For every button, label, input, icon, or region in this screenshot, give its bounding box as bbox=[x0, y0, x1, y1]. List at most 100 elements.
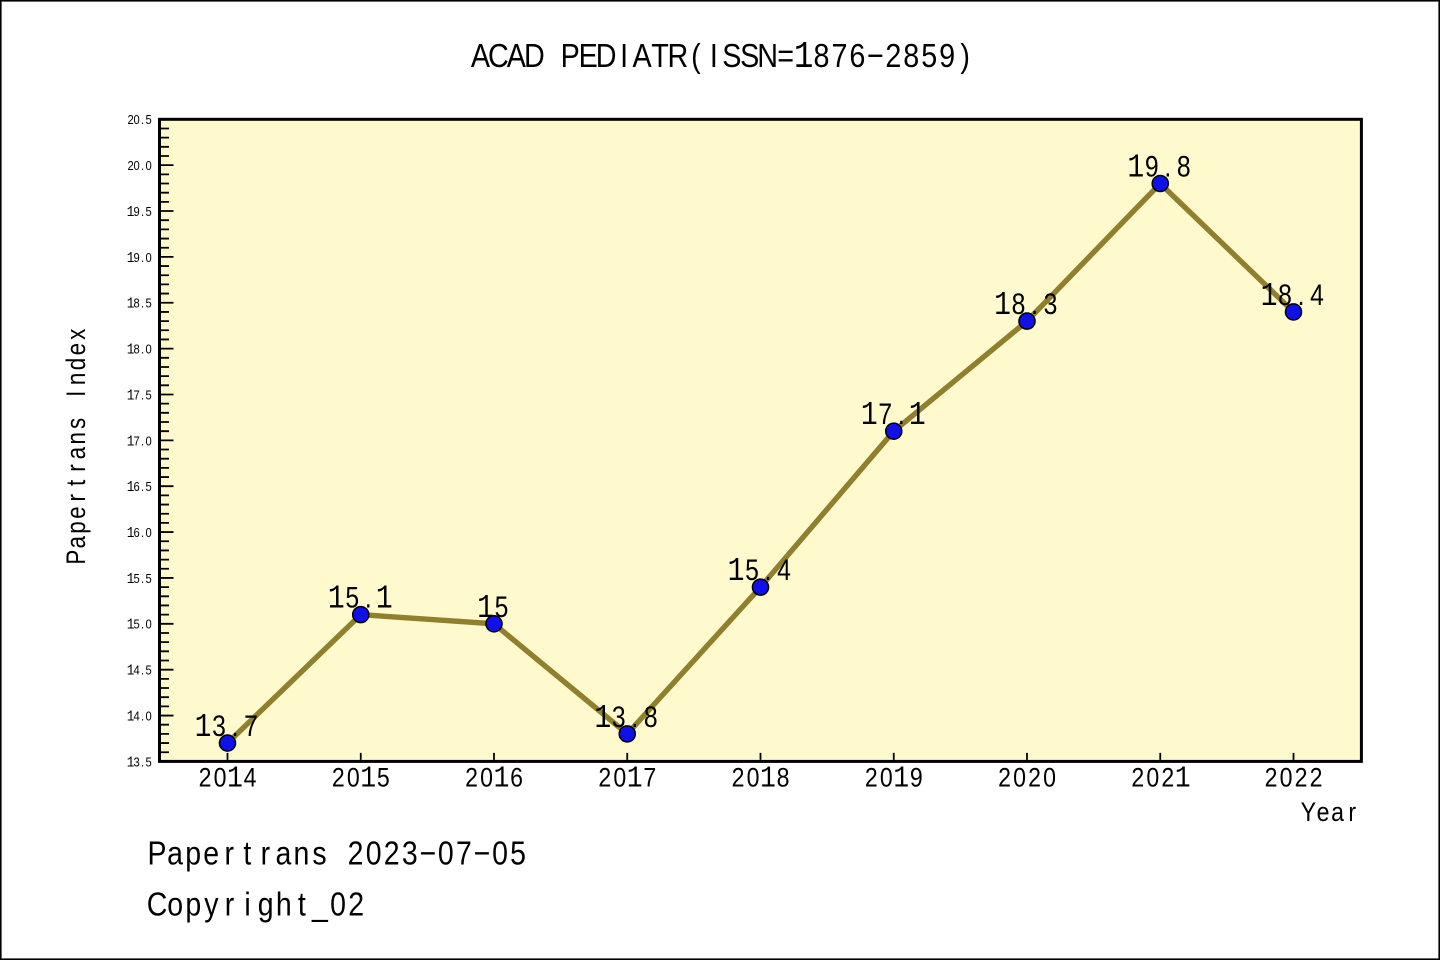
svg-text:2: 2 bbox=[998, 763, 1011, 793]
svg-text:8: 8 bbox=[1177, 149, 1191, 183]
svg-text:A: A bbox=[507, 37, 526, 75]
svg-text:7: 7 bbox=[133, 388, 139, 403]
svg-text:0: 0 bbox=[613, 763, 626, 793]
svg-text:r: r bbox=[63, 464, 92, 471]
svg-text:1: 1 bbox=[127, 663, 135, 680]
svg-text:6: 6 bbox=[133, 525, 139, 540]
svg-text:D: D bbox=[596, 37, 617, 75]
svg-text:0: 0 bbox=[747, 763, 760, 793]
svg-text:8: 8 bbox=[777, 763, 790, 793]
svg-text:t: t bbox=[63, 480, 92, 486]
svg-text:5: 5 bbox=[145, 663, 151, 678]
svg-text:1: 1 bbox=[127, 617, 135, 634]
svg-text:C: C bbox=[488, 37, 509, 75]
svg-text:1: 1 bbox=[227, 760, 243, 796]
svg-text:6: 6 bbox=[849, 37, 865, 75]
svg-text:.: . bbox=[232, 709, 239, 743]
svg-text:N: N bbox=[757, 37, 778, 75]
svg-text:1: 1 bbox=[127, 709, 135, 726]
svg-text:p: p bbox=[185, 885, 201, 923]
svg-text:1: 1 bbox=[127, 433, 135, 450]
svg-text:1: 1 bbox=[909, 397, 926, 435]
svg-text:1: 1 bbox=[794, 35, 814, 79]
svg-text:.: . bbox=[141, 525, 144, 540]
svg-text:3: 3 bbox=[133, 754, 139, 769]
svg-text:0: 0 bbox=[1146, 763, 1159, 793]
svg-text:.: . bbox=[141, 617, 144, 632]
svg-text:1: 1 bbox=[1175, 760, 1191, 796]
svg-text:.: . bbox=[898, 397, 905, 431]
svg-text:5: 5 bbox=[145, 112, 151, 127]
svg-text:8: 8 bbox=[903, 37, 919, 75]
svg-text:1: 1 bbox=[127, 296, 135, 313]
svg-text:8: 8 bbox=[133, 342, 139, 357]
svg-text:P: P bbox=[561, 37, 580, 75]
svg-text:0: 0 bbox=[492, 834, 508, 872]
svg-text:2: 2 bbox=[598, 763, 611, 793]
svg-text:r: r bbox=[1348, 797, 1356, 827]
svg-text:.: . bbox=[141, 571, 144, 586]
svg-text:0: 0 bbox=[366, 834, 382, 872]
svg-text:0: 0 bbox=[145, 433, 151, 448]
svg-text:4: 4 bbox=[777, 553, 791, 587]
svg-text:1: 1 bbox=[127, 571, 135, 588]
svg-text:9: 9 bbox=[939, 37, 955, 75]
svg-text:.: . bbox=[141, 709, 144, 724]
svg-text:_: _ bbox=[311, 885, 328, 923]
svg-text:2: 2 bbox=[127, 158, 133, 173]
svg-text:5: 5 bbox=[145, 296, 151, 311]
svg-text:a: a bbox=[275, 834, 291, 872]
svg-text:.: . bbox=[141, 663, 144, 678]
svg-text:0: 0 bbox=[145, 250, 151, 265]
svg-text:0: 0 bbox=[480, 763, 493, 793]
svg-text:I: I bbox=[710, 37, 718, 75]
svg-text:r: r bbox=[225, 885, 234, 923]
svg-text:n: n bbox=[63, 432, 92, 444]
svg-text:5: 5 bbox=[145, 571, 151, 586]
svg-text:1: 1 bbox=[494, 760, 510, 796]
svg-text:h: h bbox=[276, 885, 292, 923]
svg-text:0: 0 bbox=[145, 158, 151, 173]
svg-text:2: 2 bbox=[384, 834, 400, 872]
svg-text:.: . bbox=[141, 433, 144, 448]
svg-text:E: E bbox=[579, 37, 598, 75]
svg-text:n: n bbox=[63, 373, 92, 385]
svg-text:8: 8 bbox=[644, 700, 658, 734]
svg-text:8: 8 bbox=[1012, 287, 1026, 321]
svg-text:3: 3 bbox=[402, 834, 418, 872]
svg-text:1: 1 bbox=[994, 287, 1011, 325]
svg-text:S: S bbox=[740, 37, 759, 75]
svg-text:a: a bbox=[63, 536, 92, 549]
svg-text:1: 1 bbox=[376, 580, 393, 618]
svg-text:3: 3 bbox=[212, 709, 226, 743]
svg-text:t: t bbox=[298, 885, 306, 923]
svg-text:2: 2 bbox=[1310, 763, 1323, 793]
svg-text:2: 2 bbox=[1028, 763, 1041, 793]
svg-text:1: 1 bbox=[328, 580, 345, 618]
svg-text:): ) bbox=[960, 37, 970, 75]
svg-text:e: e bbox=[203, 834, 219, 872]
svg-text:a: a bbox=[167, 834, 183, 872]
svg-text:0: 0 bbox=[145, 617, 151, 632]
svg-text:4: 4 bbox=[133, 709, 139, 724]
svg-text:2: 2 bbox=[348, 834, 364, 872]
svg-text:5: 5 bbox=[495, 590, 509, 624]
svg-text:i: i bbox=[244, 885, 250, 923]
svg-text:2: 2 bbox=[332, 763, 345, 793]
svg-text:.: . bbox=[141, 342, 144, 357]
svg-text:2: 2 bbox=[127, 112, 133, 127]
svg-text:2: 2 bbox=[348, 885, 364, 923]
svg-text:5: 5 bbox=[745, 553, 759, 587]
svg-text:4: 4 bbox=[133, 663, 139, 678]
svg-text:9: 9 bbox=[1145, 149, 1159, 183]
svg-text:.: . bbox=[1031, 287, 1038, 321]
svg-text:9: 9 bbox=[910, 763, 923, 793]
svg-text:8: 8 bbox=[814, 37, 830, 75]
svg-text:A: A bbox=[471, 37, 490, 75]
svg-text:e: e bbox=[1317, 797, 1330, 827]
svg-text:0: 0 bbox=[214, 763, 227, 793]
svg-text:P: P bbox=[63, 550, 92, 565]
svg-text:1: 1 bbox=[627, 760, 643, 796]
svg-text:5: 5 bbox=[145, 754, 151, 769]
svg-text:.: . bbox=[141, 158, 144, 173]
